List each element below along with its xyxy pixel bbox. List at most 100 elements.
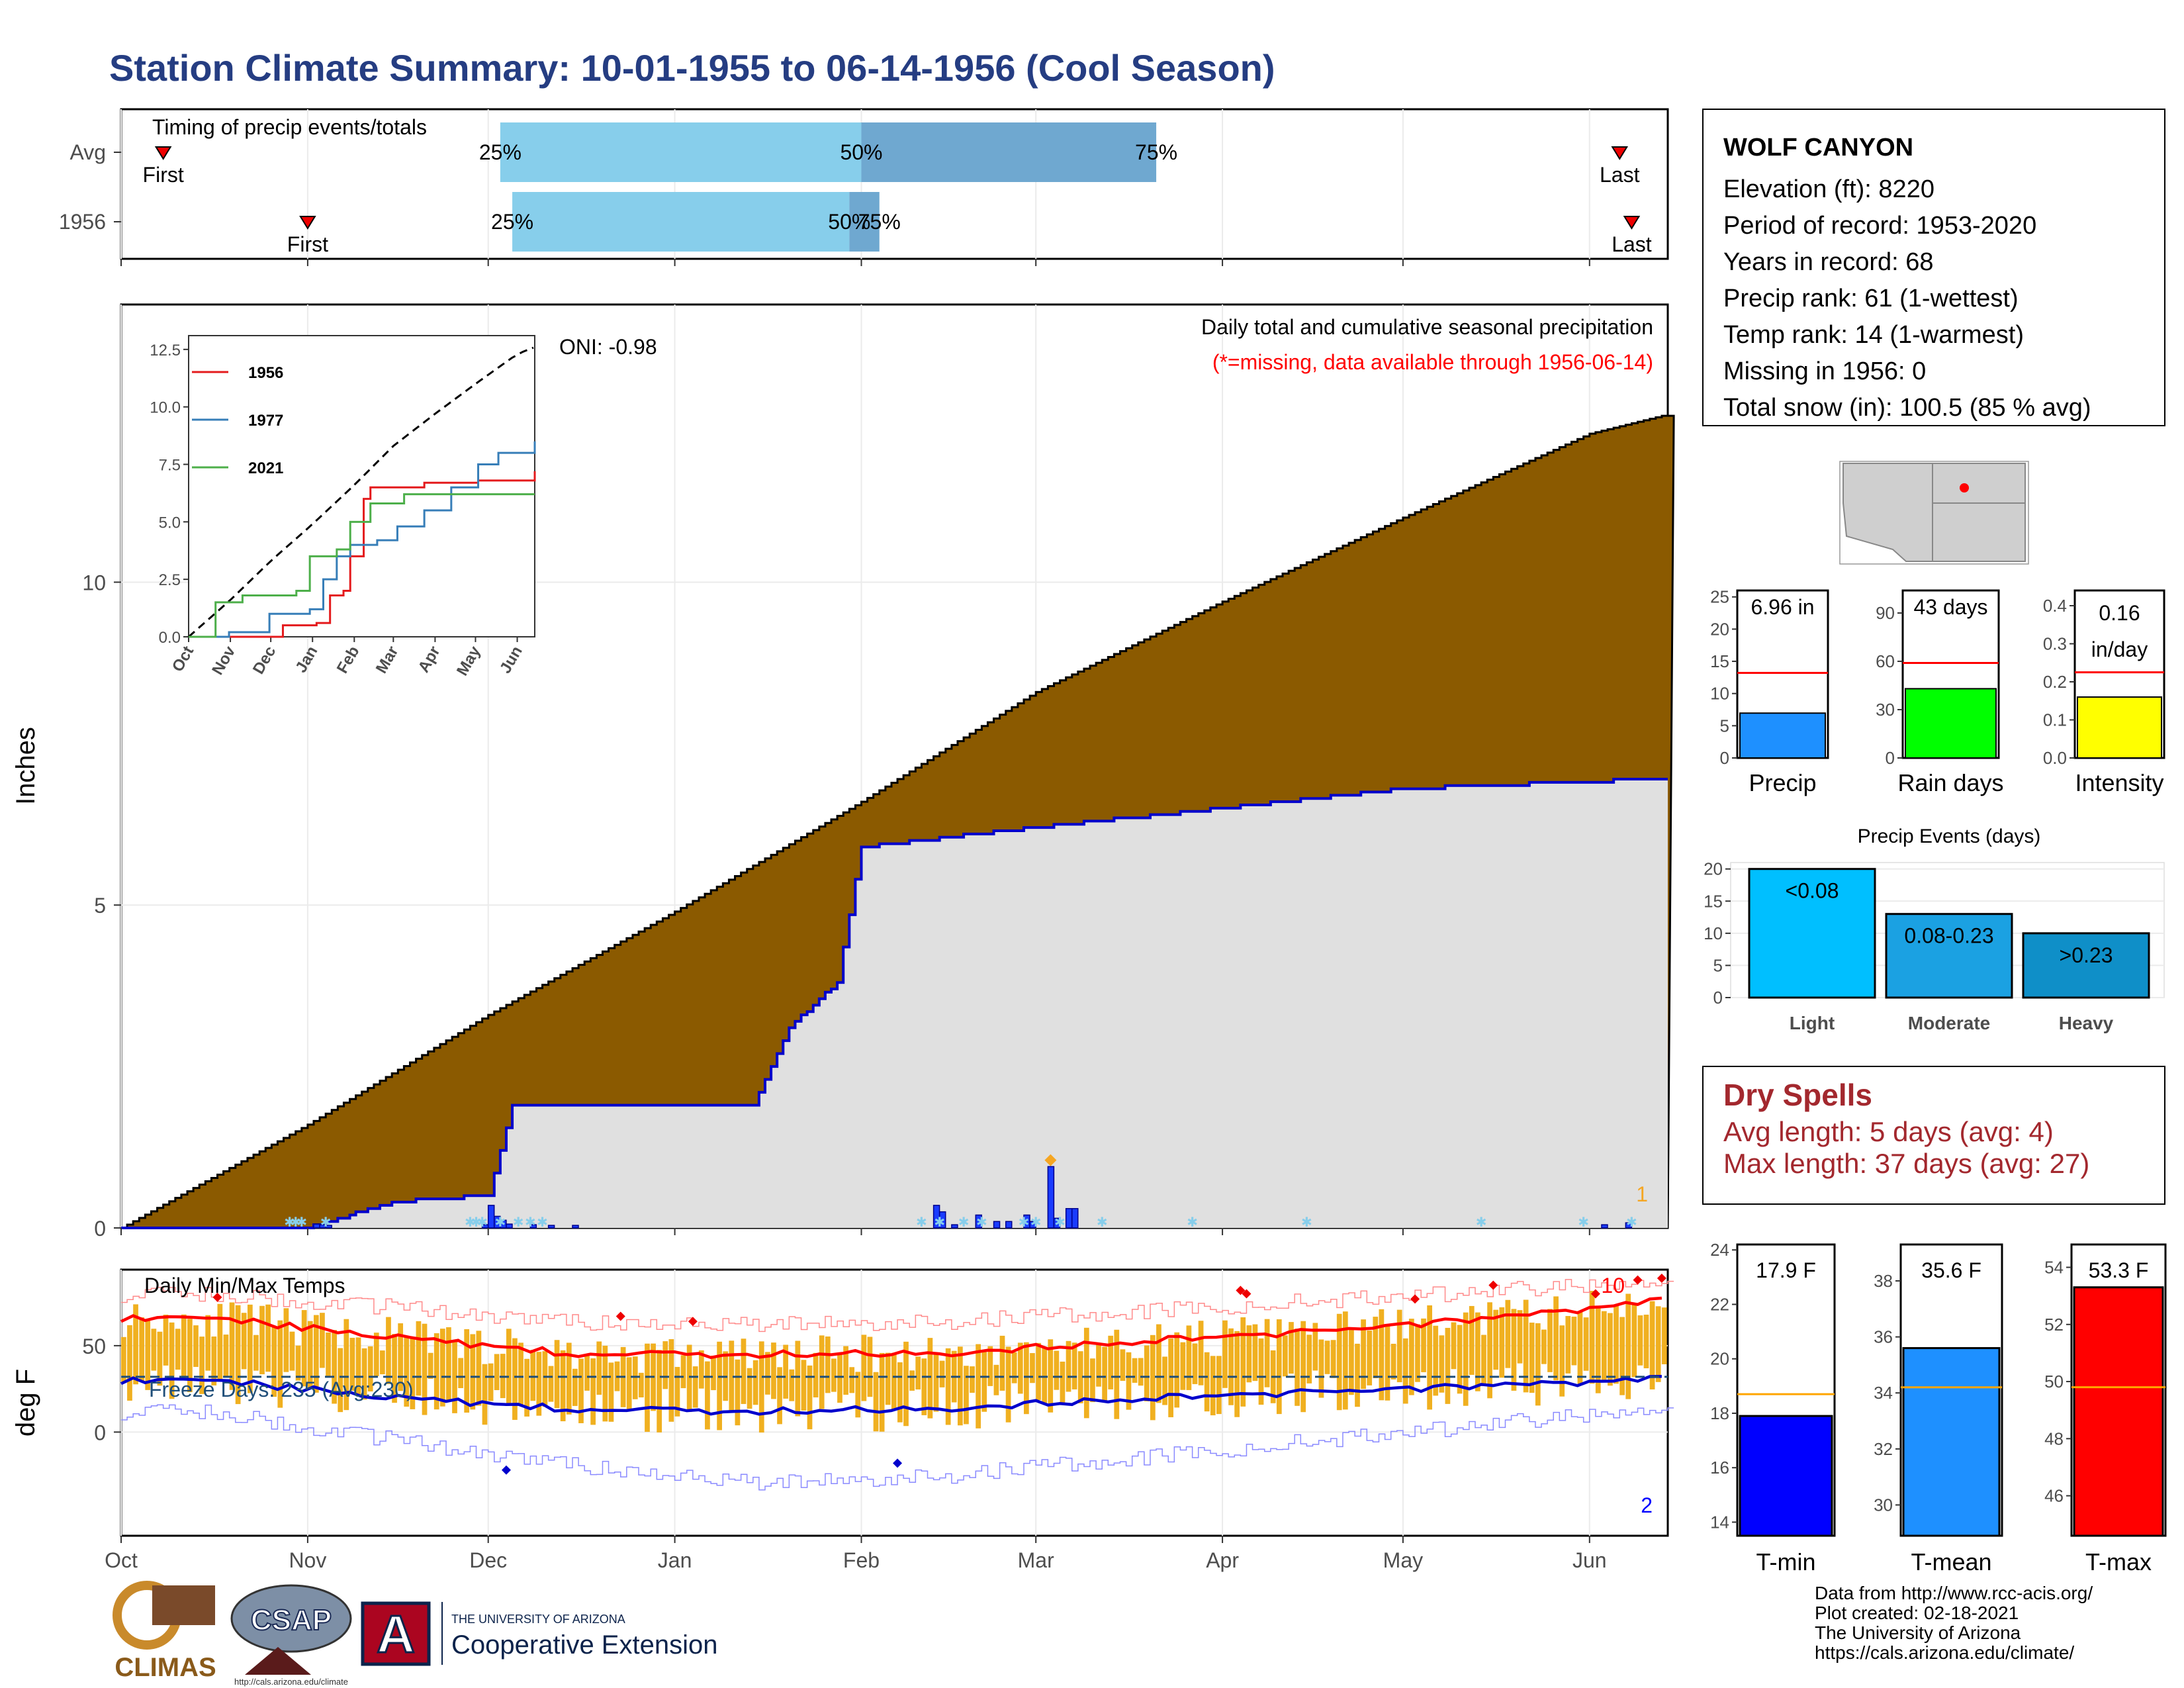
record-high-marker: [615, 1311, 625, 1321]
events-y-tick: 15: [1704, 891, 1723, 911]
daily-temp-bar: [1210, 1356, 1216, 1416]
daily-temp-bar: [1180, 1342, 1186, 1390]
daily-temp-bar: [1048, 1339, 1054, 1413]
daily-temp-bar: [1108, 1335, 1114, 1389]
snow-marker: ✱: [976, 1215, 987, 1230]
daily-temp-bar: [343, 1319, 349, 1411]
y-tick-label: 10: [82, 571, 106, 594]
daily-temp-bar: [193, 1325, 199, 1367]
daily-temp-bar: [1367, 1330, 1373, 1385]
daily-temp-bar: [217, 1303, 223, 1380]
daily-temp-bar: [1024, 1342, 1029, 1415]
daily-temp-bar: [307, 1321, 313, 1389]
timing-title: Timing of precip events/totals: [152, 115, 427, 139]
daily-temp-bar: [1258, 1338, 1264, 1405]
first-marker: [154, 146, 172, 160]
daily-temp-bar: [602, 1345, 608, 1422]
daily-temp-bar: [1114, 1329, 1120, 1419]
daily-temp-bar: [1445, 1327, 1451, 1404]
daily-precip-bar: [975, 1214, 983, 1229]
observed-area: [121, 779, 1668, 1228]
inset-series-1977: [189, 441, 536, 638]
daily-temp-bar: [927, 1338, 933, 1419]
daily-temp-bar: [392, 1334, 397, 1403]
daily-temp-bar: [879, 1352, 885, 1432]
daily-temp-bar: [1349, 1327, 1354, 1395]
mini-y-tick: 0.3: [2043, 634, 2067, 654]
events-y-tick: 5: [1713, 955, 1723, 975]
temp-bar-t-max: [2073, 1286, 2164, 1537]
daily-temp-bar: [999, 1335, 1005, 1391]
daily-temp-bar: [1216, 1356, 1222, 1415]
daily-precip-bar: [1625, 1222, 1633, 1229]
daily-temp-bar: [645, 1343, 650, 1432]
daily-temp-bar: [1324, 1340, 1330, 1374]
snow-marker: ✱: [477, 1215, 488, 1230]
daily-temp-bar: [1361, 1319, 1366, 1389]
daily-temp-bar: [452, 1342, 457, 1413]
daily-temp-bar: [512, 1338, 518, 1420]
daily-temp-bar: [338, 1348, 343, 1413]
legend-label: 1956: [248, 364, 283, 382]
mini-y-tick: 0.1: [2043, 710, 2067, 730]
first-label: First: [143, 163, 184, 187]
daily-temp-bar: [1318, 1339, 1324, 1398]
daily-temp-bar: [247, 1304, 253, 1393]
daily-temp-bar: [1342, 1311, 1348, 1410]
event-bar-label: 0.08-0.23: [1904, 924, 1993, 948]
daily-temp-bar: [361, 1348, 367, 1400]
y-tick-label: 0: [94, 1421, 106, 1444]
snow-marker: ✱: [296, 1215, 307, 1230]
daily-temp-bar: [223, 1335, 229, 1377]
daily-temp-bar: [1030, 1353, 1035, 1383]
station-snow: Total snow (in): 100.5 (85 % avg): [1723, 394, 2091, 422]
daily-temp-bar: [518, 1342, 523, 1406]
daily-temp-bar: [151, 1329, 157, 1371]
daily-temp-bar: [175, 1329, 181, 1370]
daily-temp-bar: [229, 1302, 235, 1390]
mini-bar-1: [1905, 688, 1997, 759]
daily-temp-bar: [1222, 1320, 1228, 1388]
temp-y-tick: 38: [1874, 1271, 1893, 1291]
daily-temp-bar: [320, 1313, 325, 1368]
daily-temp-bar: [1156, 1324, 1161, 1403]
inset-frame: [188, 335, 535, 637]
daily-temp-bar: [283, 1308, 289, 1372]
daily-temp-bar: [326, 1332, 331, 1377]
record-low-marker: [893, 1458, 903, 1468]
daily-temp-bar: [735, 1359, 741, 1426]
record-high-marker: [1488, 1280, 1498, 1290]
station-years: Years in record: 68: [1723, 248, 1934, 276]
temp-bar-value: 17.9 F: [1756, 1258, 1816, 1282]
month-label: Feb: [843, 1548, 880, 1572]
mini-bar-2: [2077, 696, 2162, 759]
daily-temp-bar: [1162, 1356, 1167, 1405]
month-label: Apr: [1206, 1548, 1239, 1572]
snow-marker: ✱: [1626, 1215, 1637, 1230]
daily-precip-bar: [313, 1223, 320, 1229]
daily-temp-bar: [476, 1331, 482, 1406]
temp-y-tick: 50: [2044, 1372, 2064, 1391]
daily-precip-bar: [1071, 1207, 1079, 1229]
station-missing: Missing in 1956: 0: [1723, 357, 1927, 385]
snow-marker: ✱: [958, 1215, 970, 1230]
csap-cloud-icon: [230, 1584, 352, 1653]
daily-temp-bar: [1120, 1349, 1126, 1382]
daily-temp-bar: [1083, 1327, 1089, 1419]
y-axis-label: Inches: [11, 727, 40, 805]
temp-y-tick: 30: [1874, 1495, 1893, 1515]
snow-marker: ✱: [495, 1215, 506, 1230]
mini-y-tick: 10: [1710, 684, 1729, 704]
daily-temp-bar: [410, 1336, 416, 1409]
daily-temp-bar: [1168, 1338, 1173, 1417]
location-map: [1839, 461, 2029, 565]
daily-temp-bar: [1493, 1309, 1499, 1370]
precip-events-chart: Precip Events (days) 0 5 10 15 20 <0.08 Light 0.…: [1704, 825, 2165, 1033]
daily-temp-bar: [1036, 1342, 1041, 1401]
daily-temp-bar: [626, 1357, 632, 1410]
mini-y-tick: 90: [1876, 603, 1895, 623]
daily-temp-bar: [1595, 1307, 1601, 1393]
daily-temp-bar: [428, 1352, 433, 1379]
daily-temp-bar: [1577, 1311, 1583, 1384]
daily-precip-bar: [487, 1205, 495, 1229]
